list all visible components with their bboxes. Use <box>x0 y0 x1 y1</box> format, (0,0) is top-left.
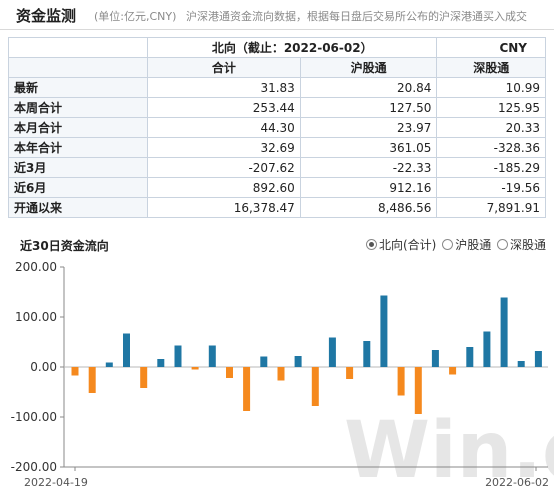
y-tick-label: -200.00 <box>11 460 57 474</box>
column-header-sz: 深股通 <box>436 57 546 78</box>
bar <box>380 295 388 367</box>
radio-north-total[interactable]: 北向(合计) <box>366 236 436 253</box>
row-label: 本月合计 <box>8 117 148 138</box>
bar <box>483 331 491 367</box>
cell-value: -328.36 <box>436 137 546 158</box>
bar <box>226 367 233 378</box>
radio-icon[interactable] <box>497 239 509 250</box>
cell-value: 912.16 <box>299 177 438 198</box>
x-tick-label-end: 2022-06-02 <box>485 476 549 489</box>
column-header-blank <box>8 57 148 78</box>
radio-sh-connect[interactable]: 沪股通 <box>442 236 491 253</box>
bar <box>466 347 474 367</box>
currency-label: CNY <box>436 37 546 58</box>
cell-value: -207.62 <box>147 157 301 178</box>
cell-value: 32.69 <box>147 137 301 158</box>
row-label: 近3月 <box>8 157 148 178</box>
bar <box>294 356 302 367</box>
cell-value: 253.44 <box>147 97 301 118</box>
radio-sz-connect[interactable]: 深股通 <box>497 236 546 253</box>
bar <box>260 356 268 367</box>
cell-value: -22.33 <box>299 157 438 178</box>
cell-value: 20.84 <box>299 77 438 98</box>
cell-value: -19.56 <box>436 177 546 198</box>
row-label: 本年合计 <box>8 137 148 158</box>
bar <box>243 367 251 411</box>
series-selector: 北向(合计) 沪股通 深股通 <box>366 236 548 253</box>
table-row: 最新 31.83 20.84 10.99 <box>8 77 546 98</box>
y-tick-label: 100.00 <box>15 310 57 324</box>
cell-value: 8,486.56 <box>299 197 438 218</box>
bar <box>191 367 199 370</box>
bar <box>208 345 216 367</box>
bar <box>105 362 113 367</box>
table-row: 本月合计 44.30 23.97 20.33 <box>8 117 546 138</box>
cell-value: 20.33 <box>436 117 546 138</box>
row-label: 本周合计 <box>8 97 148 118</box>
watermark-logo: Win.d <box>344 406 554 493</box>
page-title: 资金监测 <box>16 7 77 25</box>
cell-value: 7,891.91 <box>436 197 546 218</box>
chart-title: 近30日资金流向 <box>20 239 109 253</box>
bar <box>71 367 79 376</box>
bar <box>414 367 422 414</box>
cell-value: 125.95 <box>436 97 546 118</box>
radio-label: 深股通 <box>510 238 547 252</box>
bar <box>363 341 371 367</box>
table-header-row: 北向（截止：2022-06-02） CNY <box>8 37 546 58</box>
description-text: 沪深港通资金流向数据，根据每日盘后交易所公布的沪深港通买入成交 <box>186 10 527 23</box>
flow-bar-chart: Win.d 200.00 100.00 0.00 -100.00 -200.00… <box>11 260 554 493</box>
cell-value: -185.29 <box>436 157 546 178</box>
bar <box>449 367 457 375</box>
y-tick-label: -100.00 <box>11 410 57 424</box>
bar <box>397 367 405 396</box>
unit-label: (单位:亿元,CNY) <box>94 10 177 23</box>
radio-label: 沪股通 <box>455 238 492 252</box>
x-tick-label-start: 2022-04-19 <box>24 476 88 489</box>
table-row: 近3月 -207.62 -22.33 -185.29 <box>8 157 546 178</box>
row-label: 开通以来 <box>8 197 148 218</box>
bar <box>123 333 130 367</box>
row-label: 最新 <box>8 77 148 98</box>
cell-value: 127.50 <box>299 97 438 118</box>
table-row: 开通以来 16,378.47 8,486.56 7,891.91 <box>8 197 546 218</box>
cell-value: 31.83 <box>147 77 301 98</box>
bar <box>500 297 508 367</box>
table-row: 本周合计 253.44 127.50 125.95 <box>8 97 546 118</box>
y-tick-label: 200.00 <box>15 260 57 274</box>
chart-bars <box>71 295 542 414</box>
cell-value: 16,378.47 <box>147 197 301 218</box>
bar <box>431 350 439 367</box>
page-header: 资金监测 (单位:亿元,CNY) 沪深港通资金流向数据，根据每日盘后交易所公布的… <box>0 0 554 30</box>
bar <box>328 337 336 367</box>
table-corner <box>8 37 148 58</box>
bar <box>346 367 354 379</box>
cell-value: 10.99 <box>436 77 546 98</box>
fund-flow-table: 北向（截止：2022-06-02） CNY 合计 沪股通 深股通 最新 31.8… <box>8 37 546 218</box>
bar <box>311 367 319 406</box>
cell-value: 892.60 <box>147 177 301 198</box>
direction-header: 北向（截止：2022-06-02） <box>146 37 438 58</box>
radio-selected-icon[interactable] <box>366 239 377 250</box>
bar <box>517 361 525 367</box>
column-header-row: 合计 沪股通 深股通 <box>8 57 546 78</box>
bar <box>140 367 148 388</box>
column-header-sh: 沪股通 <box>299 57 438 78</box>
bar <box>174 345 182 367</box>
cell-value: 23.97 <box>299 117 438 138</box>
header-divider <box>0 29 554 30</box>
bar <box>157 359 165 367</box>
bar <box>88 367 96 393</box>
bar <box>534 351 542 367</box>
row-label: 近6月 <box>8 177 148 198</box>
y-tick-label: 0.00 <box>30 360 57 374</box>
radio-label: 北向(合计) <box>379 238 437 252</box>
table-row: 近6月 892.60 912.16 -19.56 <box>8 177 546 198</box>
column-header-total: 合计 <box>147 57 301 78</box>
radio-icon[interactable] <box>442 239 454 250</box>
table-row: 本年合计 32.69 361.05 -328.36 <box>8 137 546 158</box>
cell-value: 361.05 <box>299 137 438 158</box>
cell-value: 44.30 <box>147 117 301 138</box>
bar <box>277 367 285 381</box>
